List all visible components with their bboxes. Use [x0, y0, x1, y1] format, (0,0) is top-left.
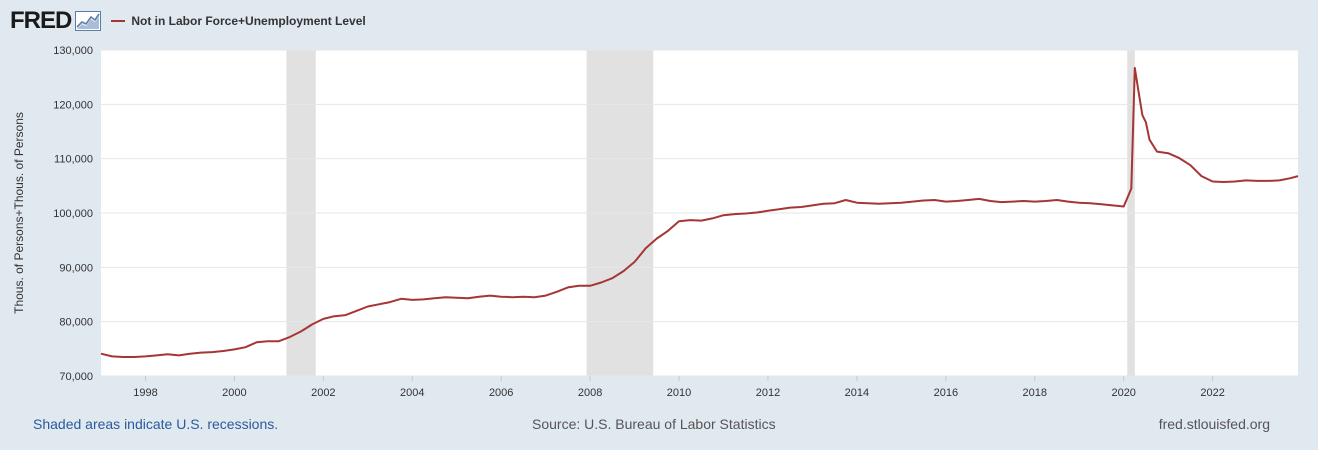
series-line[interactable]: [100, 66, 1299, 358]
gridlines: [101, 49, 1298, 377]
y-tick-label: 90,000: [59, 262, 93, 274]
legend-swatch: [111, 20, 126, 22]
legend: Not in Labor Force+Unemployment Level: [111, 14, 366, 28]
y-tick-label: 80,000: [59, 317, 93, 329]
x-axis-ticks: 1998 2000 2002 2004 2006 2008 2010 2012 2014 2016…: [133, 376, 1225, 399]
source-note[interactable]: Source: U.S. Bureau of Labor Statistics: [532, 416, 776, 432]
x-tick-label: 2014: [845, 387, 869, 399]
y-axis-label: Thous. of Persons+Thous. of Persons: [12, 112, 26, 314]
legend-label: Not in Labor Force+Unemployment Level: [131, 14, 366, 28]
x-tick-label: 2016: [934, 387, 958, 399]
x-tick-label: 2000: [222, 387, 246, 399]
x-tick-label: 2010: [667, 387, 691, 399]
x-tick-label: 2018: [1023, 387, 1047, 399]
x-tick-label: 2008: [578, 387, 602, 399]
fred-logo[interactable]: FRED: [10, 7, 72, 34]
y-tick-label: 130,000: [53, 45, 93, 57]
x-tick-label: 2004: [400, 387, 424, 399]
x-tick-label: 2002: [311, 387, 335, 399]
y-tick-label: 120,000: [53, 99, 93, 111]
recession-note[interactable]: Shaded areas indicate U.S. recessions.: [33, 416, 279, 432]
series-layer: [100, 66, 1299, 358]
x-tick-label: 2006: [489, 387, 513, 399]
x-tick-label: 2020: [1111, 387, 1135, 399]
y-tick-label: 110,000: [54, 154, 93, 166]
x-tick-label: 2012: [756, 387, 780, 399]
site-link[interactable]: fred.stlouisfed.org: [1158, 416, 1270, 432]
chart-header: FRED Not in Labor Force+Unemployment Lev…: [10, 6, 366, 36]
y-tick-label: 70,000: [59, 371, 93, 383]
y-tick-label: 100,000: [53, 208, 93, 220]
fred-chart-logo-icon: [75, 11, 102, 31]
chart-area: 70,000 80,000 90,000 100,000 110,000 120,000 1…: [12, 45, 1299, 399]
y-axis-ticks: 70,000 80,000 90,000 100,000 110,000 120,000 1…: [53, 45, 93, 383]
x-tick-label: 2022: [1200, 387, 1224, 399]
x-tick-label: 1998: [133, 387, 157, 399]
